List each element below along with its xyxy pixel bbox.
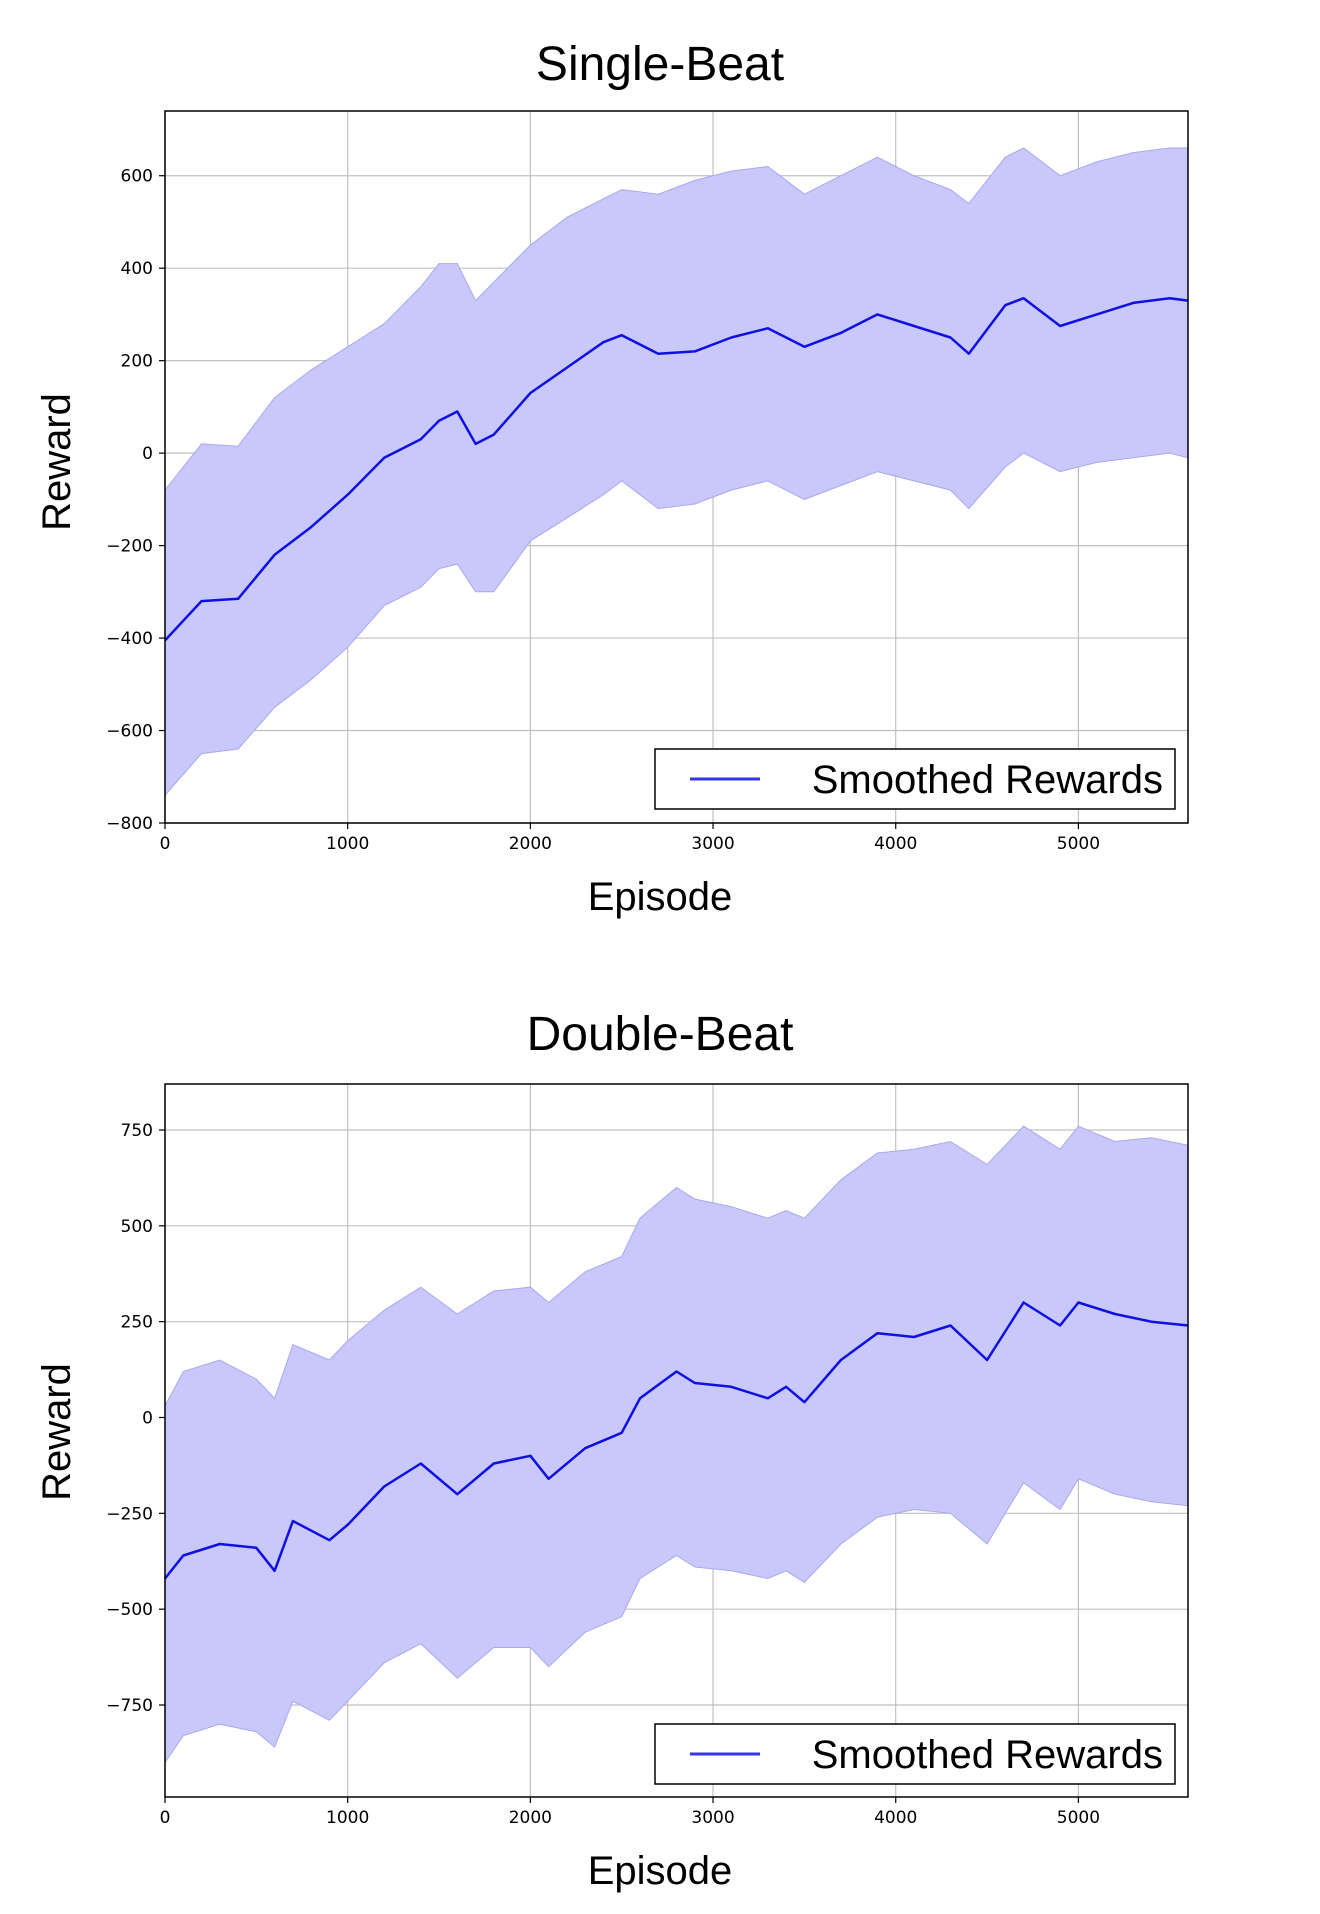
confidence-band xyxy=(164,1125,1189,1765)
confidence-band xyxy=(164,147,1189,797)
y-tick-label: −400 xyxy=(106,629,153,649)
y-tick-label: 750 xyxy=(121,1121,153,1141)
chart-1-legend: Smoothed Rewards xyxy=(654,748,1176,810)
x-tick-label: 5000 xyxy=(1057,834,1100,854)
chart-2-title: Double-Beat xyxy=(527,1008,794,1061)
chart-2-legend-label: Smoothed Rewards xyxy=(812,1733,1163,1777)
x-tick-label: 1000 xyxy=(326,1808,369,1828)
x-tick-label: 2000 xyxy=(509,834,552,854)
chart-2-series-line xyxy=(164,1301,1189,1580)
chart-2-y-ticks: 750 500 250 0 −250 −500 −750 xyxy=(106,1121,165,1716)
y-tick-label: 0 xyxy=(142,444,153,464)
chart-2-y-label: Reward xyxy=(35,1363,79,1501)
chart-1-y-ticks: 600 400 200 0 −200 −400 −600 −800 xyxy=(106,167,165,834)
x-tick-label: 2000 xyxy=(509,1808,552,1828)
y-tick-label: 600 xyxy=(121,167,153,187)
chart-1-x-label: Episode xyxy=(588,875,733,919)
x-tick-label: 1000 xyxy=(326,834,369,854)
x-tick-label: 3000 xyxy=(691,1808,734,1828)
x-tick-label: 3000 xyxy=(691,834,734,854)
chart-single-beat: Single-Beat 0 1000 2000 3000 4000 5000 600400… xyxy=(35,38,1189,919)
y-tick-label: −800 xyxy=(106,814,153,834)
chart-2-legend: Smoothed Rewards xyxy=(654,1723,1176,1785)
chart-1-x-ticks: 0 1000 2000 3000 4000 5000 xyxy=(160,823,1100,854)
y-tick-label: 500 xyxy=(121,1217,153,1237)
chart-2-x-ticks: 0 1000 2000 3000 4000 5000 xyxy=(160,1797,1100,1828)
chart-2-plot-frame xyxy=(164,1083,1189,1798)
y-tick-label: 400 xyxy=(121,259,153,279)
chart-double-beat: Double-Beat 0 1000 2000 3000 4000 5000 750500… xyxy=(35,1008,1189,1893)
y-tick-label: −750 xyxy=(106,1696,153,1716)
x-tick-label: 4000 xyxy=(874,834,917,854)
y-tick-label: −600 xyxy=(106,722,153,742)
chart-1-series-line xyxy=(164,296,1189,642)
chart-1-legend-label: Smoothed Rewards xyxy=(812,758,1163,802)
smoothed-rewards-line xyxy=(164,1301,1189,1580)
chart-1-band xyxy=(164,147,1189,797)
y-tick-label: 0 xyxy=(142,1409,153,1429)
y-tick-label: −250 xyxy=(106,1504,153,1524)
y-tick-label: 250 xyxy=(121,1313,153,1333)
chart-2-x-label: Episode xyxy=(588,1849,733,1893)
chart-1-plot-frame xyxy=(164,110,1189,824)
y-tick-label: −200 xyxy=(106,537,153,557)
chart-1-title: Single-Beat xyxy=(536,38,784,91)
x-tick-label: 5000 xyxy=(1057,1808,1100,1828)
chart-1-y-label: Reward xyxy=(35,393,79,531)
x-tick-label: 0 xyxy=(160,1808,171,1828)
chart-2-band xyxy=(164,1125,1189,1765)
x-tick-label: 4000 xyxy=(874,1808,917,1828)
y-tick-label: −500 xyxy=(106,1600,153,1620)
smoothed-rewards-line xyxy=(164,296,1189,642)
x-tick-label: 0 xyxy=(160,834,171,854)
y-tick-label: 200 xyxy=(121,352,153,372)
